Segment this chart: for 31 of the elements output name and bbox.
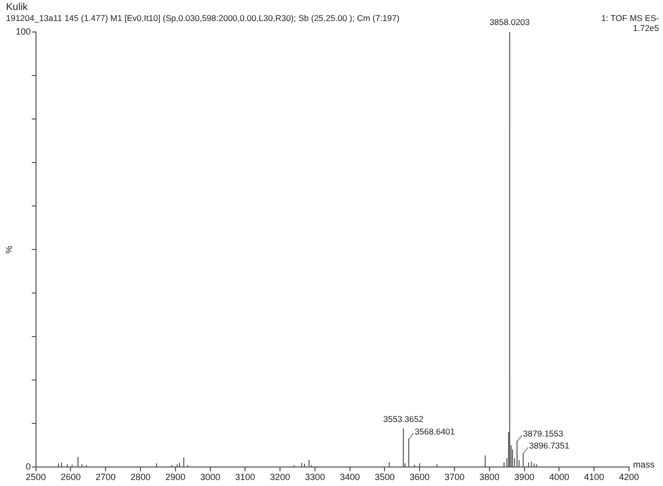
x-tick-label: 3300 bbox=[304, 472, 325, 482]
text: 1: TOF MS ES- bbox=[601, 13, 659, 23]
annotation: 3879.1553 bbox=[523, 428, 564, 438]
x-tick-label: 3400 bbox=[340, 472, 360, 482]
x-tick-label: 2500 bbox=[26, 472, 46, 482]
x-tick-label: 2800 bbox=[130, 472, 151, 482]
x-tick-label: 3000 bbox=[200, 472, 220, 482]
x-tick-label: 2600 bbox=[60, 472, 81, 482]
annotation: 3896.7351 bbox=[529, 440, 570, 451]
y-tick-label: 100 bbox=[16, 26, 31, 36]
x-tick-label: 4000 bbox=[549, 472, 570, 482]
chart-title: Kulik bbox=[6, 2, 28, 13]
x-tick-label: 3800 bbox=[479, 472, 500, 482]
x-tick-label: 3700 bbox=[444, 472, 465, 482]
x-tick-label: 2700 bbox=[96, 472, 116, 482]
y-tick-label: 0 bbox=[26, 462, 31, 472]
x-tick-label: 3500 bbox=[374, 472, 395, 482]
x-tick-label: 4200 bbox=[618, 472, 640, 482]
annotation: 3553.3652 bbox=[383, 414, 424, 424]
x-tick-label: 3100 bbox=[235, 472, 256, 482]
x-tick-label: 3200 bbox=[270, 472, 290, 482]
x-tick-label: 2900 bbox=[165, 472, 186, 482]
chart-subtitle: 191204_13a11 145 (1.477) M1 [Ev0,It10] (Sp,0.030,598:2000,0.00,L30,R30); Sb (25,25.00 ); Cm (7:197) bbox=[6, 13, 400, 23]
x-tick-label: 3600 bbox=[410, 472, 430, 482]
x-axis-title: mass bbox=[633, 460, 655, 470]
annotation: 3568.6401 bbox=[414, 426, 456, 436]
text: 1.72e5 bbox=[633, 23, 659, 33]
annotation: 3858.0203 bbox=[490, 17, 530, 28]
y-axis-title: % bbox=[4, 246, 14, 254]
x-tick-label: 4100 bbox=[584, 472, 604, 482]
x-tick-label: 3900 bbox=[514, 472, 534, 482]
